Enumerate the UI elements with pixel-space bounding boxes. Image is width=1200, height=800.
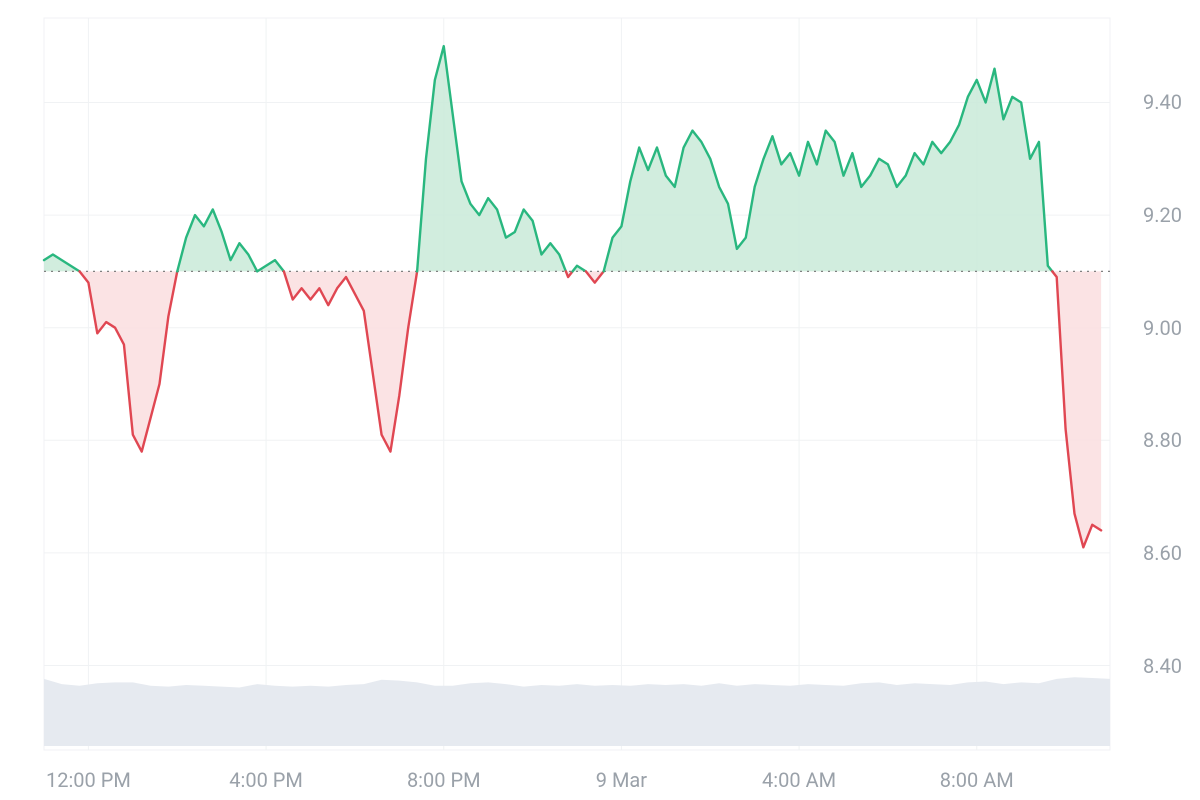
x-axis-tick-label: 4:00 AM [762, 768, 836, 792]
y-axis-tick-label: 8.80 [1143, 428, 1182, 452]
x-axis-tick-label: 8:00 AM [940, 768, 1014, 792]
chart-canvas [0, 0, 1200, 800]
area-above-baseline [417, 46, 566, 271]
y-axis-tick-label: 9.20 [1143, 203, 1182, 227]
area-below-baseline [284, 271, 417, 451]
y-axis-tick-label: 8.40 [1143, 654, 1182, 678]
y-axis-tick-label: 9.00 [1143, 316, 1182, 340]
x-axis-tick-label: 8:00 PM [407, 768, 481, 792]
x-axis-tick-label: 4:00 PM [229, 768, 303, 792]
x-axis-tick-label: 9 Mar [596, 768, 647, 792]
y-axis-tick-label: 9.40 [1143, 90, 1182, 114]
volume-area [44, 677, 1110, 746]
x-axis-labels: 12:00 PM 4:00 PM 8:00 PM 9 Mar 4:00 AM 8:00 A… [0, 762, 1200, 800]
price-chart: 9.40 9.20 9.00 8.80 8.60 8.40 12:00 PM 4:00 PM… [0, 0, 1200, 800]
x-axis-tick-label: 12:00 PM [46, 768, 131, 792]
y-axis-tick-label: 8.60 [1143, 541, 1182, 565]
